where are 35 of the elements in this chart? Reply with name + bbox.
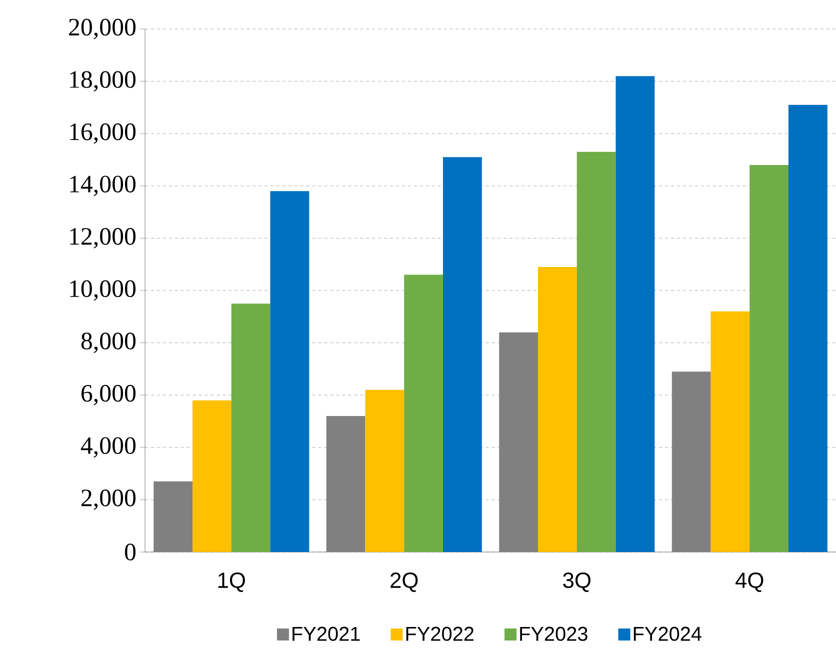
x-tick-label: 4Q: [736, 572, 764, 592]
bar: [538, 266, 577, 552]
bar: [326, 416, 366, 552]
x-tick-label: 1Q: [218, 572, 245, 592]
y-tick-label: 4,000: [80, 437, 136, 458]
y-tick-label: 18,000: [70, 71, 136, 92]
bar: [192, 400, 232, 552]
bar: [616, 76, 655, 552]
legend-label: FY2024: [634, 626, 702, 641]
bar: [404, 274, 444, 552]
bar: [154, 481, 193, 552]
bar: [231, 304, 270, 552]
x-tick-label: 3Q: [563, 572, 590, 592]
bar: [750, 164, 789, 552]
bar: [442, 157, 482, 552]
y-tick-label: 8,000: [81, 332, 136, 353]
bar: [270, 191, 310, 552]
y-tick-label: 14,000: [70, 176, 136, 196]
bar: [576, 152, 616, 552]
legend-label: FY2023: [520, 626, 588, 641]
bar: [710, 311, 750, 552]
y-tick-label: 20,000: [69, 18, 136, 40]
y-tick-label: 6,000: [82, 384, 136, 406]
y-tick-label: 10,000: [70, 280, 136, 301]
y-tick-label: 12,000: [70, 228, 136, 248]
x-tick-label: 2Q: [390, 572, 418, 592]
y-tick-label: 0: [124, 544, 136, 560]
y-tick-label: 2,000: [82, 490, 136, 510]
legend-label: FY2021: [292, 626, 360, 641]
legend-label: FY2022: [406, 626, 474, 641]
y-tick-label: 16,000: [70, 123, 136, 144]
bar: [672, 372, 711, 552]
bar: [499, 332, 538, 552]
bar: [788, 104, 828, 552]
bar: [365, 390, 404, 552]
